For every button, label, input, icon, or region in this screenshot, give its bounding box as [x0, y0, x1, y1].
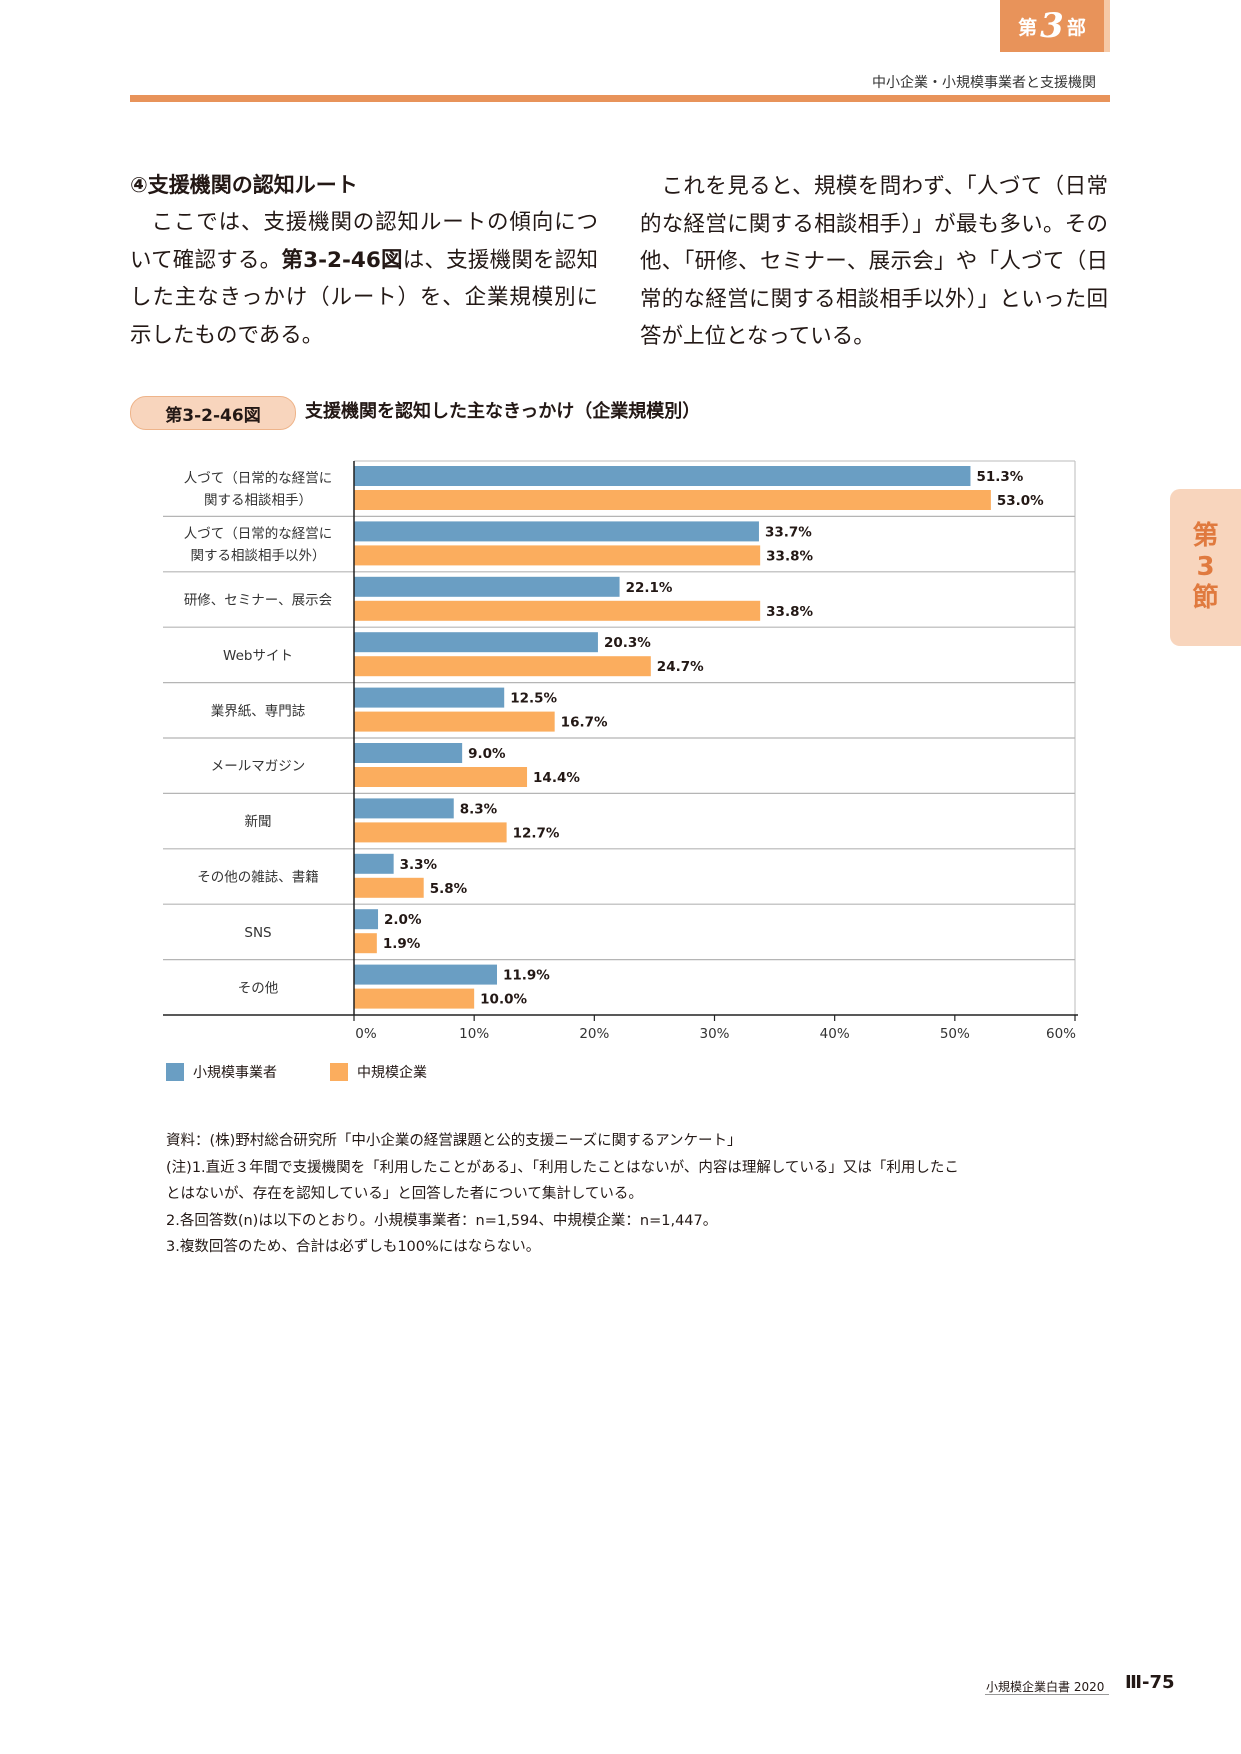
bar-small [354, 743, 463, 763]
running-header-title: 中小企業・小規模事業者と支援機関 [872, 75, 1096, 91]
body-paragraph-right: これを見ると、規模を問わず、「人づて（日常的な経営に関する相談相手）」が最も多い… [640, 174, 1108, 349]
category-label: 関する相談相手） [204, 493, 312, 509]
data-label: 12.5% [510, 691, 557, 707]
bar-medium [354, 490, 991, 510]
legend-swatch-small [166, 1063, 184, 1081]
bar-small [354, 853, 394, 874]
data-label: 2.0% [384, 912, 422, 928]
bar-medium [354, 656, 651, 677]
data-label: 5.8% [430, 881, 468, 897]
data-label: 22.1% [626, 580, 673, 596]
bar-medium [354, 711, 555, 732]
footer-book-title: 小規模企業白書 2020 [986, 1680, 1105, 1694]
note-1a: (注)1.直近３年間で支援機関を「利用したことがある」、「利用したことはないが、… [166, 1159, 959, 1176]
footer-rule [985, 1694, 1109, 1695]
bar-small [354, 521, 759, 542]
note-source: 資料：(株)野村総合研究所「中小企業の経営課題と公的支援ニーズに関するアンケート… [166, 1133, 742, 1149]
paragraph-text-2: は、支援機関を認知した主なきっかけ（ルート）を、企業規模別に示したものである。 [130, 247, 598, 348]
x-tick-label: 40% [820, 1026, 850, 1042]
bar-medium [354, 988, 475, 1009]
bar-small [354, 964, 497, 985]
header-rule [130, 95, 1110, 102]
category-label: 人づて（日常的な経営に [184, 471, 333, 487]
note-1b: とはないが、存在を認知している」と回答した者について集計している。 [166, 1186, 643, 1202]
section-side-tab: 第 3 節 [1170, 489, 1241, 646]
category-label: 人づて（日常的な経営に [184, 526, 333, 542]
data-label: 24.7% [657, 659, 704, 675]
bar-medium [354, 933, 377, 954]
data-label: 14.4% [533, 770, 580, 786]
side-tab-line1: 第 [1192, 521, 1219, 552]
category-label: 新聞 [245, 814, 272, 830]
bar-small [354, 909, 379, 930]
data-label: 33.7% [765, 524, 812, 540]
body-column-left: ④支援機関の認知ルート ここでは、支援機関の認知ルートの傾向について確認する。第… [130, 168, 598, 354]
category-label: 研修、セミナー、展示会 [184, 593, 332, 609]
page-number: Ⅲ-75 [1125, 1672, 1175, 1693]
data-label: 3.3% [400, 857, 438, 873]
data-label: 8.3% [460, 801, 498, 817]
bar-medium [354, 600, 761, 621]
category-label: SNS [244, 925, 271, 941]
part-tab-number: 3 [1040, 6, 1064, 46]
part-tab: 第 3 部 [1000, 0, 1110, 52]
figure-label-badge: 第3-2-46図 [130, 396, 296, 430]
bar-medium [354, 822, 507, 843]
note-2: 2.各回答数(n)は以下のとおり。小規模事業者：n=1,594、中規模企業：n=… [166, 1212, 718, 1229]
legend-item-medium: 中規模企業 [330, 1062, 427, 1082]
body-column-right: これを見ると、規模を問わず、「人づて（日常的な経営に関する相談相手）」が最も多い… [640, 168, 1108, 356]
bar-medium [354, 545, 761, 566]
category-label: Webサイト [223, 648, 293, 664]
side-tab-line2: 3 [1196, 552, 1215, 583]
bar-small [354, 466, 971, 486]
figure-reference: 第3-2-46図 [281, 247, 403, 273]
data-label: 53.0% [997, 493, 1044, 509]
category-label: 業界紙、専門誌 [211, 703, 306, 719]
category-label: メールマガジン [211, 759, 306, 775]
data-label: 10.0% [480, 992, 527, 1008]
x-tick-label: 60% [1046, 1026, 1076, 1042]
bar-chart: 51.3% 53.0% 人づて（日常的な経営に関する相談相手） 33.7% 33.8% 人… [163, 460, 1078, 1042]
data-label: 16.7% [561, 715, 608, 731]
legend-label-medium: 中規模企業 [357, 1065, 427, 1081]
part-tab-edge [1104, 0, 1110, 52]
data-label: 12.7% [513, 825, 560, 841]
x-tick-label: 0% [355, 1026, 377, 1042]
legend-item-small: 小規模事業者 [166, 1062, 277, 1082]
x-tick-label: 30% [699, 1026, 729, 1042]
category-label: その他 [238, 980, 279, 996]
part-tab-prefix: 第 [1018, 16, 1038, 39]
legend-swatch-medium [330, 1063, 348, 1081]
side-tab-line3: 節 [1192, 582, 1219, 613]
body-paragraph-left: ここでは、支援機関の認知ルートの傾向について確認する。第3-2-46図は、支援機… [130, 204, 598, 354]
paragraph-text-1: ここでは、支援機関の認知ルートの傾向について確認する。 [130, 210, 598, 273]
bar-small [354, 687, 505, 708]
figure-title: 支援機関を認知した主なきっかけ（企業規模別） [305, 401, 701, 422]
bar-medium [354, 767, 528, 787]
data-label: 51.3% [976, 469, 1023, 485]
bar-small [354, 798, 454, 819]
x-tick-label: 20% [579, 1026, 609, 1042]
data-label: 33.8% [766, 604, 813, 620]
data-label: 11.9% [503, 968, 550, 984]
note-3: 3.複数回答のため、合計は必ずしも100%にはならない。 [166, 1239, 541, 1255]
data-label: 1.9% [383, 936, 421, 952]
bar-small [354, 576, 620, 597]
bar-medium [354, 877, 424, 898]
bar-small [354, 632, 598, 653]
legend-label-small: 小規模事業者 [193, 1065, 277, 1081]
category-label: 関する相談相手以外） [191, 548, 326, 564]
part-tab-suffix: 部 [1066, 16, 1086, 39]
data-label: 9.0% [468, 746, 506, 762]
section-heading: ④支援機関の認知ルート [130, 173, 358, 197]
data-label: 20.3% [604, 635, 651, 651]
category-label: その他の雑誌、書籍 [197, 869, 319, 886]
data-label: 33.8% [766, 548, 813, 564]
x-tick-label: 50% [940, 1026, 970, 1042]
figure-notes: 資料：(株)野村総合研究所「中小企業の経営課題と公的支援ニーズに関するアンケート… [166, 1128, 1086, 1261]
x-tick-label: 10% [459, 1026, 489, 1042]
